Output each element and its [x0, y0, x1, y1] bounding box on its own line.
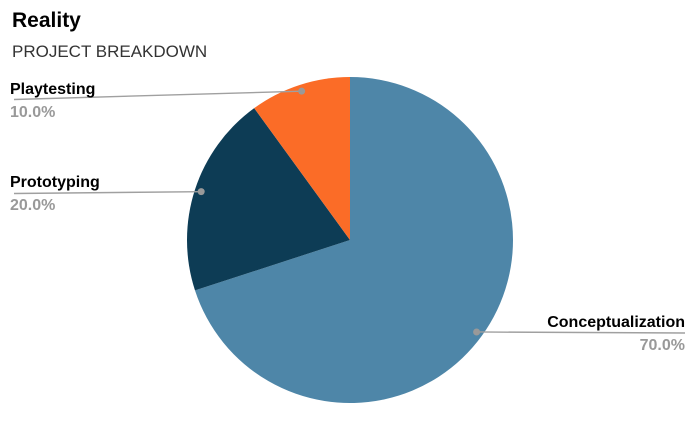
slice-label-conceptualization: Conceptualization: [547, 314, 685, 331]
pie-slice-playtesting: [254, 77, 350, 240]
chart-title: Reality: [12, 9, 81, 32]
slice-percent-prototyping: 20.0%: [10, 197, 56, 214]
leader-dot-playtesting: [298, 87, 306, 95]
leader-dot-conceptualization: [473, 328, 481, 336]
pie-slice-conceptualization: [194, 77, 514, 404]
callout-conceptualization: Conceptualization 70.0%: [547, 314, 685, 355]
slice-label-prototyping: Prototyping: [10, 174, 100, 191]
slice-label-playtesting: Playtesting: [10, 81, 96, 98]
leader-line-playtesting: [13, 90, 302, 101]
pie-slice-prototyping: [187, 108, 350, 291]
leader-dot-prototyping: [197, 188, 205, 196]
slice-percent-conceptualization: 70.0%: [639, 337, 685, 354]
callout-playtesting: Playtesting 10.0%: [10, 81, 95, 122]
chart-subtitle: PROJECT BREAKDOWN: [12, 42, 208, 61]
callout-prototyping: Prototyping 20.0%: [10, 174, 100, 215]
leader-line-prototyping: [13, 190, 202, 195]
slice-percent-playtesting: 10.0%: [10, 104, 56, 121]
leader-line-conceptualization: [476, 331, 686, 334]
